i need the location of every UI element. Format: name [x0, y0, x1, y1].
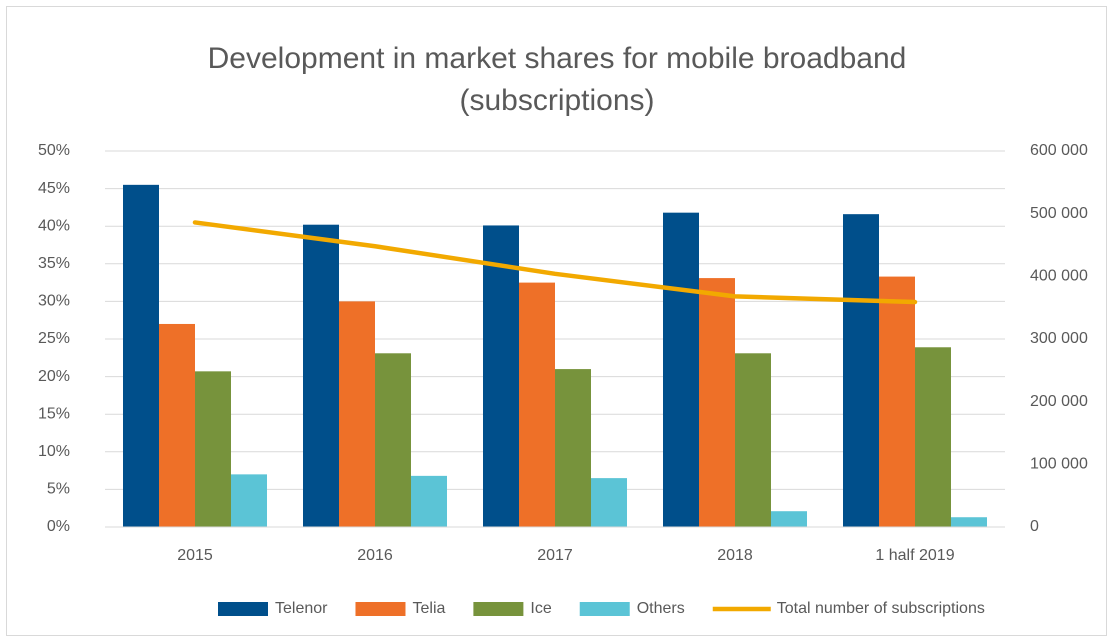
y-tick-label: 50%: [38, 142, 70, 159]
bar: [375, 353, 411, 527]
y2-tick-label: 100 000: [1030, 456, 1088, 473]
bar: [483, 225, 519, 527]
bar: [123, 184, 159, 527]
x-tick-label: 2018: [717, 547, 753, 564]
y-tick-label: 0%: [47, 518, 70, 535]
y-tick-label: 30%: [38, 293, 70, 310]
bar: [663, 212, 699, 527]
legend-swatch: [218, 602, 268, 616]
y2-tick-label: 500 000: [1030, 205, 1088, 222]
legend-label: Telenor: [275, 600, 328, 617]
bar: [951, 517, 987, 527]
y-tick-label: 5%: [47, 481, 70, 498]
y2-tick-label: 300 000: [1030, 330, 1088, 347]
y-tick-label: 25%: [38, 330, 70, 347]
y-tick-label: 15%: [38, 405, 70, 422]
y-tick-label: 20%: [38, 368, 70, 385]
x-tick-label: 2016: [357, 547, 393, 564]
line-series: [192, 220, 918, 305]
bar: [915, 347, 951, 527]
x-tick-label: 1 half 2019: [875, 547, 954, 564]
chart-frame: [6, 6, 1107, 636]
legend-label: Telia: [412, 600, 445, 617]
bar: [699, 278, 735, 527]
y-tick-label: 35%: [38, 255, 70, 272]
x-tick-label: 2015: [177, 547, 213, 564]
y-tick-label: 40%: [38, 217, 70, 234]
y2-tick-label: 0: [1030, 518, 1039, 535]
bar: [735, 353, 771, 527]
bar: [411, 475, 447, 527]
y2-tick-label: 400 000: [1030, 268, 1088, 285]
legend-label: Total number of subscriptions: [777, 600, 985, 617]
bar: [771, 511, 807, 527]
bar: [339, 301, 375, 527]
bar: [231, 474, 267, 527]
chart-title: Development in market shares for mobile …: [207, 42, 907, 117]
y-tick-label: 10%: [38, 443, 70, 460]
bar: [879, 276, 915, 527]
bar: [195, 371, 231, 527]
bar: [843, 214, 879, 527]
bar: [555, 369, 591, 527]
bar: [303, 224, 339, 528]
bar: [591, 478, 627, 527]
x-tick-label: 2017: [537, 547, 573, 564]
legend-label: Others: [637, 600, 685, 617]
y2-tick-label: 200 000: [1030, 393, 1088, 410]
legend-label: Ice: [530, 600, 551, 617]
bar: [159, 323, 195, 527]
y-tick-label: 45%: [38, 180, 70, 197]
y2-tick-label: 600 000: [1030, 142, 1088, 159]
legend-swatch: [355, 602, 406, 616]
bar: [519, 282, 555, 527]
legend-swatch: [579, 602, 630, 616]
legend-swatch: [473, 602, 524, 616]
